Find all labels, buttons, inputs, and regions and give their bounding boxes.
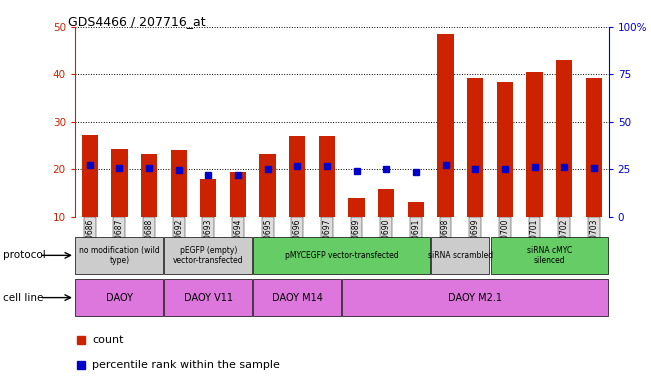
Text: protocol: protocol xyxy=(3,250,46,260)
Text: DAOY V11: DAOY V11 xyxy=(184,293,233,303)
Text: DAOY M2.1: DAOY M2.1 xyxy=(449,293,502,303)
Bar xyxy=(165,279,252,316)
Text: siRNA cMYC
silenced: siRNA cMYC silenced xyxy=(527,246,572,265)
Bar xyxy=(437,34,454,217)
Bar xyxy=(348,198,365,217)
Bar xyxy=(378,189,395,217)
Bar xyxy=(171,151,187,217)
Bar xyxy=(491,237,608,274)
Text: pEGFP (empty)
vector-transfected: pEGFP (empty) vector-transfected xyxy=(173,246,243,265)
Bar xyxy=(467,78,484,217)
Bar xyxy=(556,60,572,217)
Text: count: count xyxy=(92,335,124,345)
Bar xyxy=(230,172,246,217)
Bar xyxy=(76,237,163,274)
Bar xyxy=(527,72,543,217)
Bar xyxy=(76,279,163,316)
Bar xyxy=(289,136,305,217)
Bar xyxy=(342,279,608,316)
Text: cell line: cell line xyxy=(3,293,44,303)
Bar xyxy=(253,237,430,274)
Text: DAOY: DAOY xyxy=(106,293,133,303)
Bar xyxy=(141,154,157,217)
Bar xyxy=(432,237,490,274)
Bar xyxy=(81,135,98,217)
Bar xyxy=(200,179,217,217)
Text: no modification (wild
type): no modification (wild type) xyxy=(79,246,159,265)
Bar xyxy=(253,279,341,316)
Text: siRNA scrambled: siRNA scrambled xyxy=(428,251,493,260)
Bar xyxy=(165,237,252,274)
Bar xyxy=(319,136,335,217)
Bar xyxy=(111,149,128,217)
Bar xyxy=(586,78,602,217)
Text: GDS4466 / 207716_at: GDS4466 / 207716_at xyxy=(68,15,206,28)
Bar xyxy=(260,154,276,217)
Bar xyxy=(497,81,513,217)
Text: pMYCEGFP vector-transfected: pMYCEGFP vector-transfected xyxy=(285,251,398,260)
Bar xyxy=(408,202,424,217)
Text: DAOY M14: DAOY M14 xyxy=(272,293,323,303)
Text: percentile rank within the sample: percentile rank within the sample xyxy=(92,360,280,370)
